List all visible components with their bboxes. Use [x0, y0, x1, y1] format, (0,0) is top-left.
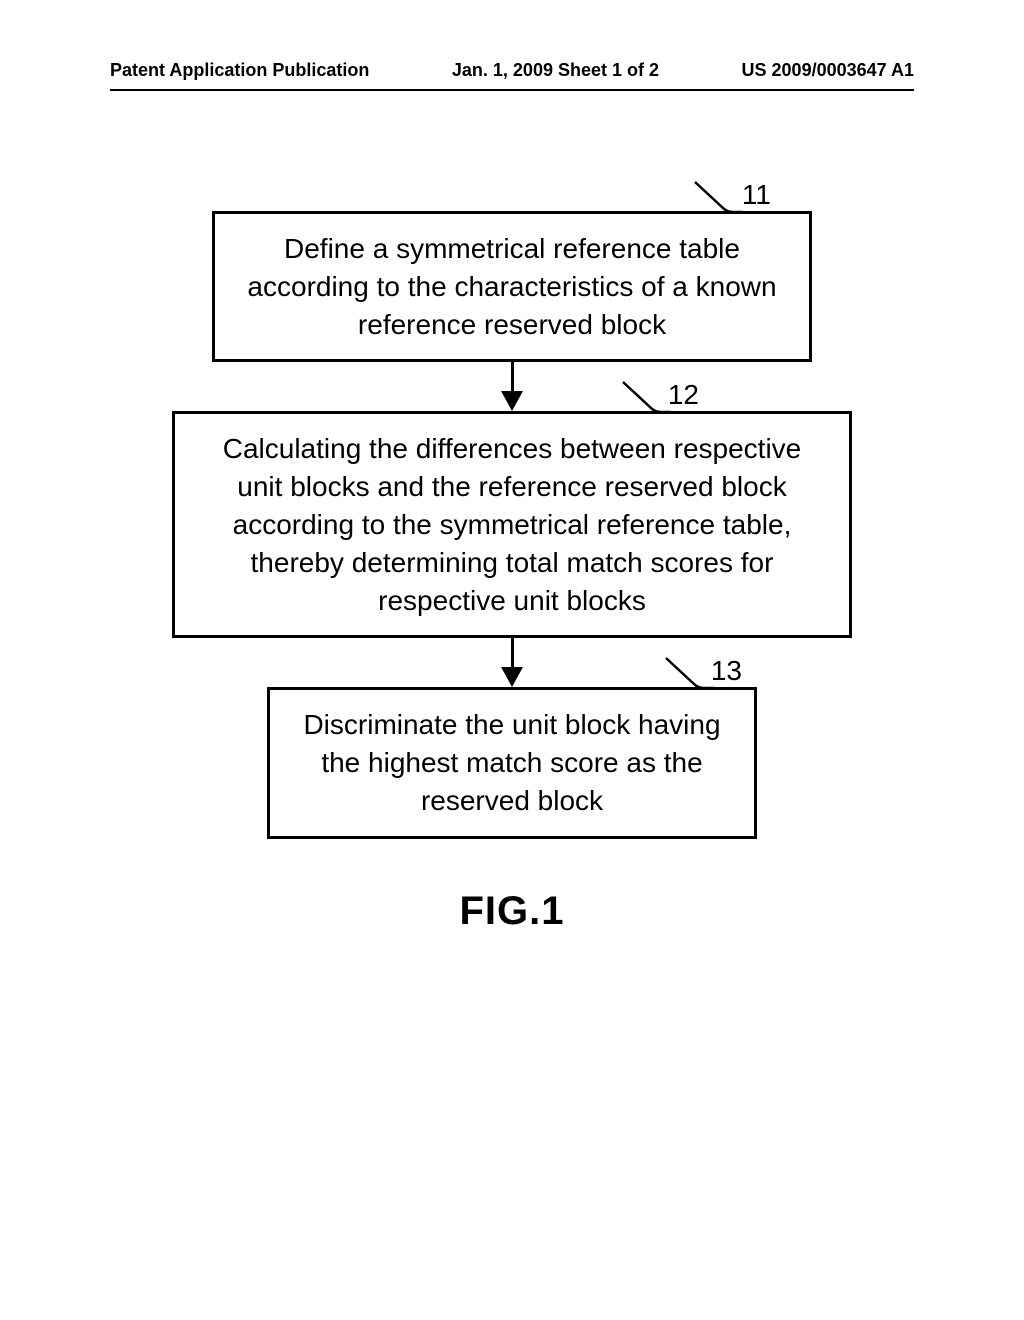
- arrow-shaft: [511, 638, 514, 668]
- node-ref-label: 11: [742, 176, 771, 214]
- arrow-head-icon: [501, 667, 523, 687]
- arrow-head-icon: [501, 391, 523, 411]
- node-ref-number: 13: [711, 655, 742, 686]
- leader-line-icon: [621, 380, 671, 414]
- arrow-shaft: [511, 362, 514, 392]
- flowchart-node-13: 13 Discriminate the unit block having th…: [267, 687, 757, 838]
- node-ref-number: 12: [668, 379, 699, 410]
- node-ref-number: 11: [742, 179, 771, 210]
- flowchart-node-11: 11 Define a symmetrical reference table …: [212, 211, 812, 362]
- figure-caption: FIG.1: [459, 889, 564, 934]
- flowchart: 11 Define a symmetrical reference table …: [110, 211, 914, 934]
- patent-page: Patent Application Publication Jan. 1, 2…: [0, 0, 1024, 1320]
- header-date-sheet: Jan. 1, 2009 Sheet 1 of 2: [452, 60, 659, 81]
- leader-line-icon: [664, 656, 714, 690]
- leader-line-icon: [693, 180, 743, 214]
- node-text: Discriminate the unit block having the h…: [303, 709, 720, 816]
- flowchart-arrow: [501, 638, 523, 687]
- header-patent-no: US 2009/0003647 A1: [742, 60, 914, 81]
- page-header: Patent Application Publication Jan. 1, 2…: [110, 60, 914, 91]
- node-ref-label: 13: [711, 652, 742, 690]
- node-text: Calculating the differences between resp…: [223, 433, 802, 615]
- node-ref-label: 12: [668, 376, 699, 414]
- flowchart-node-12: 12 Calculating the differences between r…: [172, 411, 852, 638]
- header-publication: Patent Application Publication: [110, 60, 369, 81]
- flowchart-arrow: [501, 362, 523, 411]
- node-text: Define a symmetrical reference table acc…: [247, 233, 776, 340]
